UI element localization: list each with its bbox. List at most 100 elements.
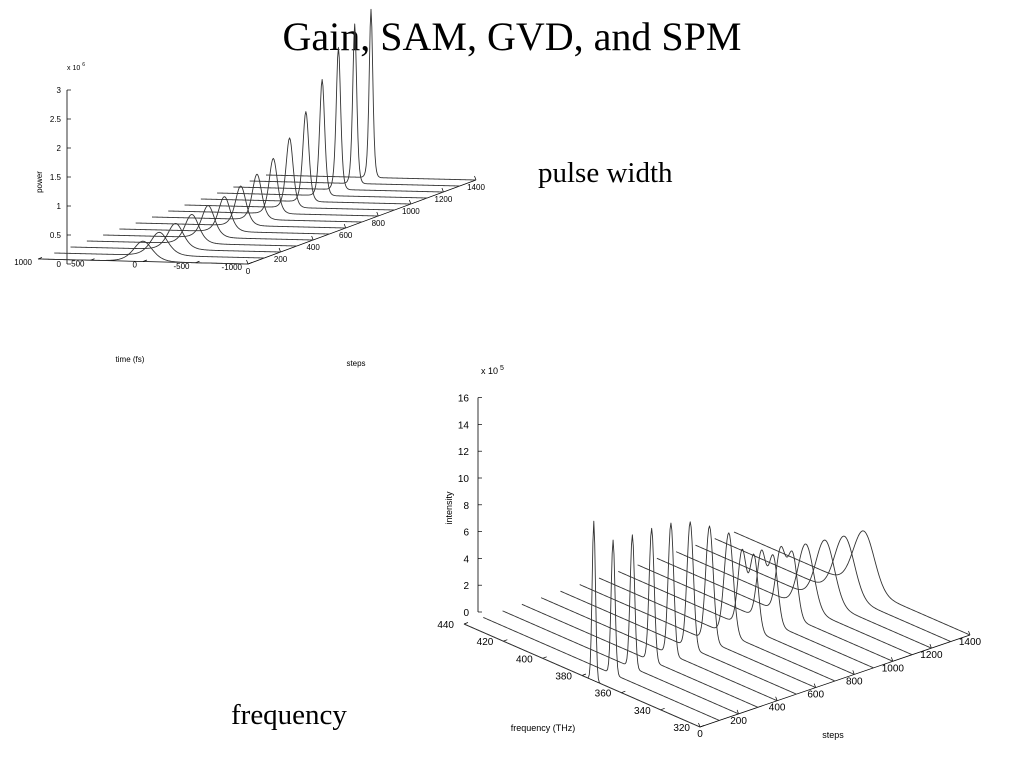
z-tick-label: 4: [463, 554, 469, 565]
x-axis-label: time (fs): [116, 355, 145, 364]
x-axis-label: frequency (THz): [511, 723, 576, 733]
y-tick: [441, 187, 444, 193]
y-tick-label: 0: [697, 729, 703, 740]
y-tick: [813, 683, 817, 688]
series-trace: [265, 8, 477, 181]
y-tick: [929, 644, 932, 649]
x-tick: [581, 673, 587, 676]
x-tick-label: 380: [555, 672, 572, 683]
z-tick-label: 2: [57, 144, 62, 153]
y-tick-label: 1400: [959, 637, 982, 648]
z-tick-label: 16: [458, 394, 470, 405]
y-tick-label: 200: [730, 716, 747, 727]
y-tick: [278, 247, 281, 253]
series-trace: [135, 185, 346, 229]
y-tick-label: 600: [807, 690, 824, 701]
y-tick: [852, 670, 855, 675]
z-tick-label: 1: [57, 202, 62, 211]
z-tick-label: 6: [463, 528, 469, 539]
y-tick: [698, 722, 701, 728]
series-trace: [656, 545, 894, 662]
series-trace: [103, 205, 314, 241]
y-tick: [409, 199, 412, 205]
series-trace: [119, 196, 330, 235]
y-tick-label: 1400: [467, 183, 485, 192]
x-tick-label: 360: [595, 689, 612, 700]
y-tick: [968, 630, 971, 636]
y-tick-label: 0: [246, 267, 251, 276]
series-trace: [675, 543, 913, 656]
z-tick-label: 0: [463, 608, 469, 619]
series-trace: [637, 549, 874, 669]
series-trace: [70, 222, 281, 253]
y-tick-label: 800: [846, 676, 863, 687]
x-tick: [247, 262, 253, 265]
series-trace: [560, 521, 797, 695]
x-tick-label: 440: [437, 620, 454, 631]
series-trace: [233, 46, 444, 193]
z-tick-label: 12: [458, 447, 470, 458]
z-exponent-label: x 10 6: [67, 62, 85, 72]
series-trace: [249, 23, 460, 187]
z-tick-label: 14: [458, 420, 470, 431]
z-tick-label: 2.5: [50, 115, 62, 124]
y-tick-label: 400: [769, 703, 786, 714]
y-tick: [775, 696, 778, 701]
z-axis-label: power: [35, 171, 44, 193]
z-exponent-label: x 10 5: [481, 365, 504, 376]
x-tick: [463, 622, 469, 625]
y-tick: [311, 235, 314, 241]
slide-title: Gain, SAM, GVD, and SPM: [282, 14, 742, 59]
y-tick: [343, 223, 347, 229]
x-tick-label: 320: [673, 723, 690, 734]
x-tick-label: 500: [71, 259, 85, 268]
series-trace: [86, 214, 297, 247]
y-tick-label: 400: [306, 243, 320, 252]
y-tick-label: 600: [339, 231, 353, 240]
x-tick-label: -500: [173, 262, 190, 271]
y-tick-label: 1200: [920, 650, 943, 661]
z-tick-label: 2: [463, 581, 469, 592]
series-trace: [483, 539, 720, 721]
series-trace: [217, 79, 428, 199]
y-tick-label: 1000: [882, 663, 905, 674]
z-tick-label: 0.5: [50, 231, 62, 240]
y-tick-label: 1000: [402, 207, 420, 216]
x-tick: [699, 725, 705, 728]
z-tick-label: 1.5: [50, 173, 62, 182]
series-trace: [618, 548, 855, 675]
x-tick: [542, 656, 547, 659]
z-tick-label: 8: [463, 501, 469, 512]
x-tick: [503, 639, 508, 642]
series-trace: [151, 173, 363, 223]
caption-pulse-width: pulse width: [538, 157, 673, 189]
series-trace: [521, 527, 759, 708]
series-trace: [540, 522, 778, 702]
series-trace: [168, 157, 379, 217]
z-tick-label: 0: [57, 260, 62, 269]
y-tick-label: 1200: [435, 195, 453, 204]
y-tick: [246, 259, 249, 265]
series-trace: [579, 525, 816, 688]
x-tick: [142, 259, 148, 262]
x-tick-label: 400: [516, 654, 533, 665]
series-trace: [37, 240, 249, 265]
z-axis-label: intensity: [444, 491, 454, 525]
z-tick-label: 10: [458, 474, 470, 485]
y-axis-label: steps: [822, 730, 844, 740]
y-tick: [474, 175, 477, 181]
series-trace: [502, 534, 739, 715]
y-tick-label: 800: [372, 219, 386, 228]
x-tick: [621, 690, 626, 693]
y-tick: [376, 211, 379, 217]
caption-frequency: frequency: [231, 699, 347, 731]
x-tick-label: -1000: [222, 263, 243, 272]
x-tick-label: 1000: [14, 258, 32, 267]
x-tick: [660, 708, 665, 711]
x-tick-label: 340: [634, 706, 651, 717]
x-tick-label: 0: [133, 261, 138, 270]
series-trace: [54, 231, 265, 259]
x-tick-label: 420: [477, 637, 494, 648]
